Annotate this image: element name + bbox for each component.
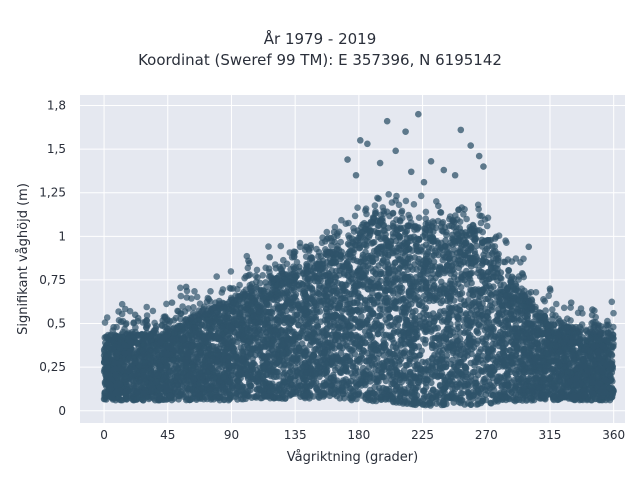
- data-point: [443, 383, 450, 391]
- data-point: [370, 239, 378, 246]
- data-point: [198, 321, 206, 329]
- data-point: [438, 318, 446, 325]
- data-point: [256, 331, 264, 338]
- chart-title-line1: År 1979 - 2019: [263, 30, 377, 48]
- data-point: [362, 248, 369, 256]
- data-point: [428, 341, 436, 349]
- data-point: [284, 289, 291, 297]
- data-point: [306, 341, 314, 349]
- data-point: [440, 307, 448, 315]
- data-point: [380, 227, 387, 234]
- data-points: [100, 110, 617, 409]
- data-point: [344, 240, 352, 248]
- data-point: [429, 335, 437, 342]
- data-point: [456, 329, 464, 337]
- data-point: [374, 233, 382, 241]
- data-point: [494, 379, 502, 387]
- chart-title-line2: Koordinat (Sweref 99 TM): E 357396, N 61…: [138, 51, 502, 69]
- data-point: [449, 231, 456, 239]
- data-point: [410, 317, 418, 325]
- data-point: [494, 373, 501, 381]
- data-point: [390, 322, 397, 329]
- data-point: [420, 292, 428, 300]
- data-point: [462, 310, 470, 317]
- data-point: [421, 340, 429, 347]
- data-point: [356, 258, 363, 266]
- data-point: [457, 284, 465, 291]
